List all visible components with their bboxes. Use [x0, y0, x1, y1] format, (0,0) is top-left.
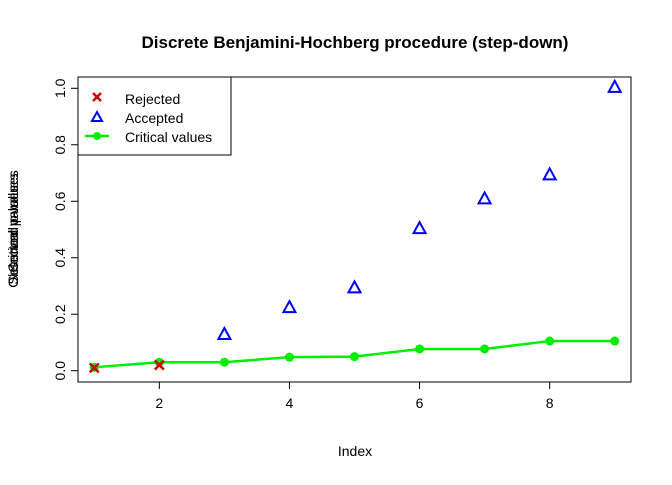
critical-value-point — [415, 344, 425, 354]
series-layer — [88, 78, 623, 374]
rejected-point — [88, 362, 100, 374]
y-tick-label: 0.6 — [52, 191, 68, 211]
x-tick-label: 6 — [416, 395, 424, 411]
accepted-point — [476, 190, 493, 205]
rejected-point — [153, 359, 165, 371]
legend-marker-critical — [85, 132, 109, 140]
x-tick-label: 2 — [155, 395, 163, 411]
critical-value-point — [480, 344, 490, 354]
x-axis-label: Index — [338, 443, 372, 459]
accepted-point — [216, 325, 233, 340]
y-tick-label: 1.0 — [52, 78, 68, 98]
legend-box — [77, 76, 232, 156]
chart-title: Discrete Benjamini-Hochberg procedure (s… — [142, 33, 569, 52]
critical-value-point — [284, 352, 294, 362]
x-tick-label: 8 — [546, 395, 554, 411]
accepted-point — [281, 299, 298, 314]
critical-value-point — [545, 336, 555, 346]
y-axis-label-2: Critical values — [5, 185, 21, 272]
critical-value-point — [350, 352, 359, 362]
accepted-point — [411, 219, 428, 235]
y-axis-label-1: Selected p-values — [5, 173, 21, 284]
x-tick-label: 4 — [286, 395, 294, 411]
critical-value-point — [219, 357, 229, 367]
y-axis: 0.0 0.2 0.4 0.6 0.8 1.0 — [52, 78, 79, 381]
accepted-point — [541, 166, 558, 181]
accepted-point — [607, 78, 623, 93]
legend-marker-rejected — [92, 92, 102, 102]
y-tick-label: 0.4 — [52, 248, 68, 268]
y-tick-label: 0.8 — [52, 135, 68, 155]
legend-label-critical: Critical values — [125, 129, 212, 145]
legend-marker-accepted — [90, 109, 104, 122]
x-axis: 2 4 6 8 — [155, 381, 554, 411]
legend-label-accepted: Accepted — [125, 110, 183, 126]
y-tick-label: 0.2 — [52, 304, 68, 324]
accepted-point — [346, 279, 363, 294]
legend: Rejected Accepted Critical values — [77, 76, 232, 156]
y-tick-label: 0.0 — [52, 361, 68, 381]
y-axis-label-3: Observed p-values — [5, 170, 21, 288]
y-axis-label-group: Selected p-values Critical values Observ… — [5, 170, 21, 288]
legend-label-rejected: Rejected — [125, 91, 180, 107]
critical-value-point — [610, 336, 620, 346]
